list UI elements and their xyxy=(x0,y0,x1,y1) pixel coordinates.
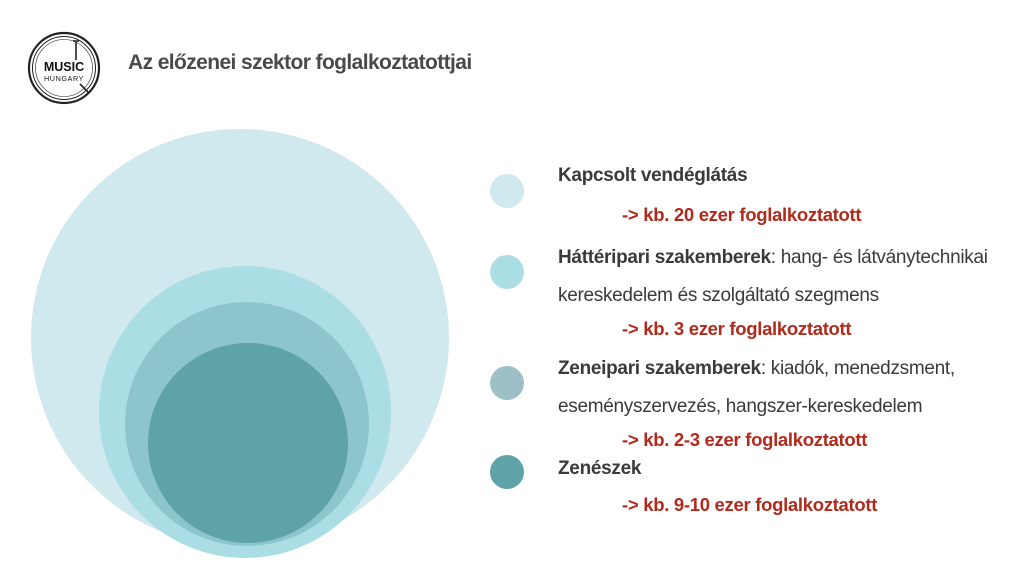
legend-dot-zeneszek xyxy=(490,455,524,489)
legend-name: Zenészek xyxy=(558,458,642,479)
legend-entry-kapcsolt-vendeglatas: Kapcsolt vendéglátás xyxy=(558,157,1018,195)
legend-entry-hatteripari-szakemberek: Háttéripari szakemberek: hang- és látván… xyxy=(558,239,1018,315)
legend-name: Zeneipari szakemberek xyxy=(558,358,761,379)
legend-name: Háttéripari szakemberek xyxy=(558,247,771,268)
legend-desc: : kiadók, menedzsment, eseményszervezés,… xyxy=(558,358,955,417)
legend-dot-kapcsolt-vendeglatas xyxy=(490,174,524,208)
legend-note-zeneipari-szakemberek: -> kb. 2-3 ezer foglalkoztatott xyxy=(622,429,868,450)
legend-entry-zeneszek: Zenészek xyxy=(558,450,1018,488)
legend-note-hatteripari-szakemberek: -> kb. 3 ezer foglalkoztatott xyxy=(622,318,852,339)
legend-note-kapcsolt-vendeglatas: -> kb. 20 ezer foglalkoztatott xyxy=(622,204,862,225)
music-hungary-logo: MUSIC HUNGARY xyxy=(27,31,101,105)
circle-zeneszek xyxy=(148,343,348,543)
legend-dot-hatteripari-szakemberek xyxy=(490,255,524,289)
legend-name: Kapcsolt vendéglátás xyxy=(558,165,748,186)
logo-text-bottom: HUNGARY xyxy=(44,74,84,83)
legend-entry-zeneipari-szakemberek: Zeneipari szakemberek: kiadók, menedzsme… xyxy=(558,350,1018,426)
logo-text-top: MUSIC xyxy=(44,60,84,74)
legend-desc: : hang- és látványtechnikai kereskedelem… xyxy=(558,247,988,306)
legend-dot-zeneipari-szakemberek xyxy=(490,366,524,400)
page-title: Az előzenei szektor foglalkoztatottjai xyxy=(128,51,472,74)
legend-note-zeneszek: -> kb. 9-10 ezer foglalkoztatott xyxy=(622,494,878,515)
